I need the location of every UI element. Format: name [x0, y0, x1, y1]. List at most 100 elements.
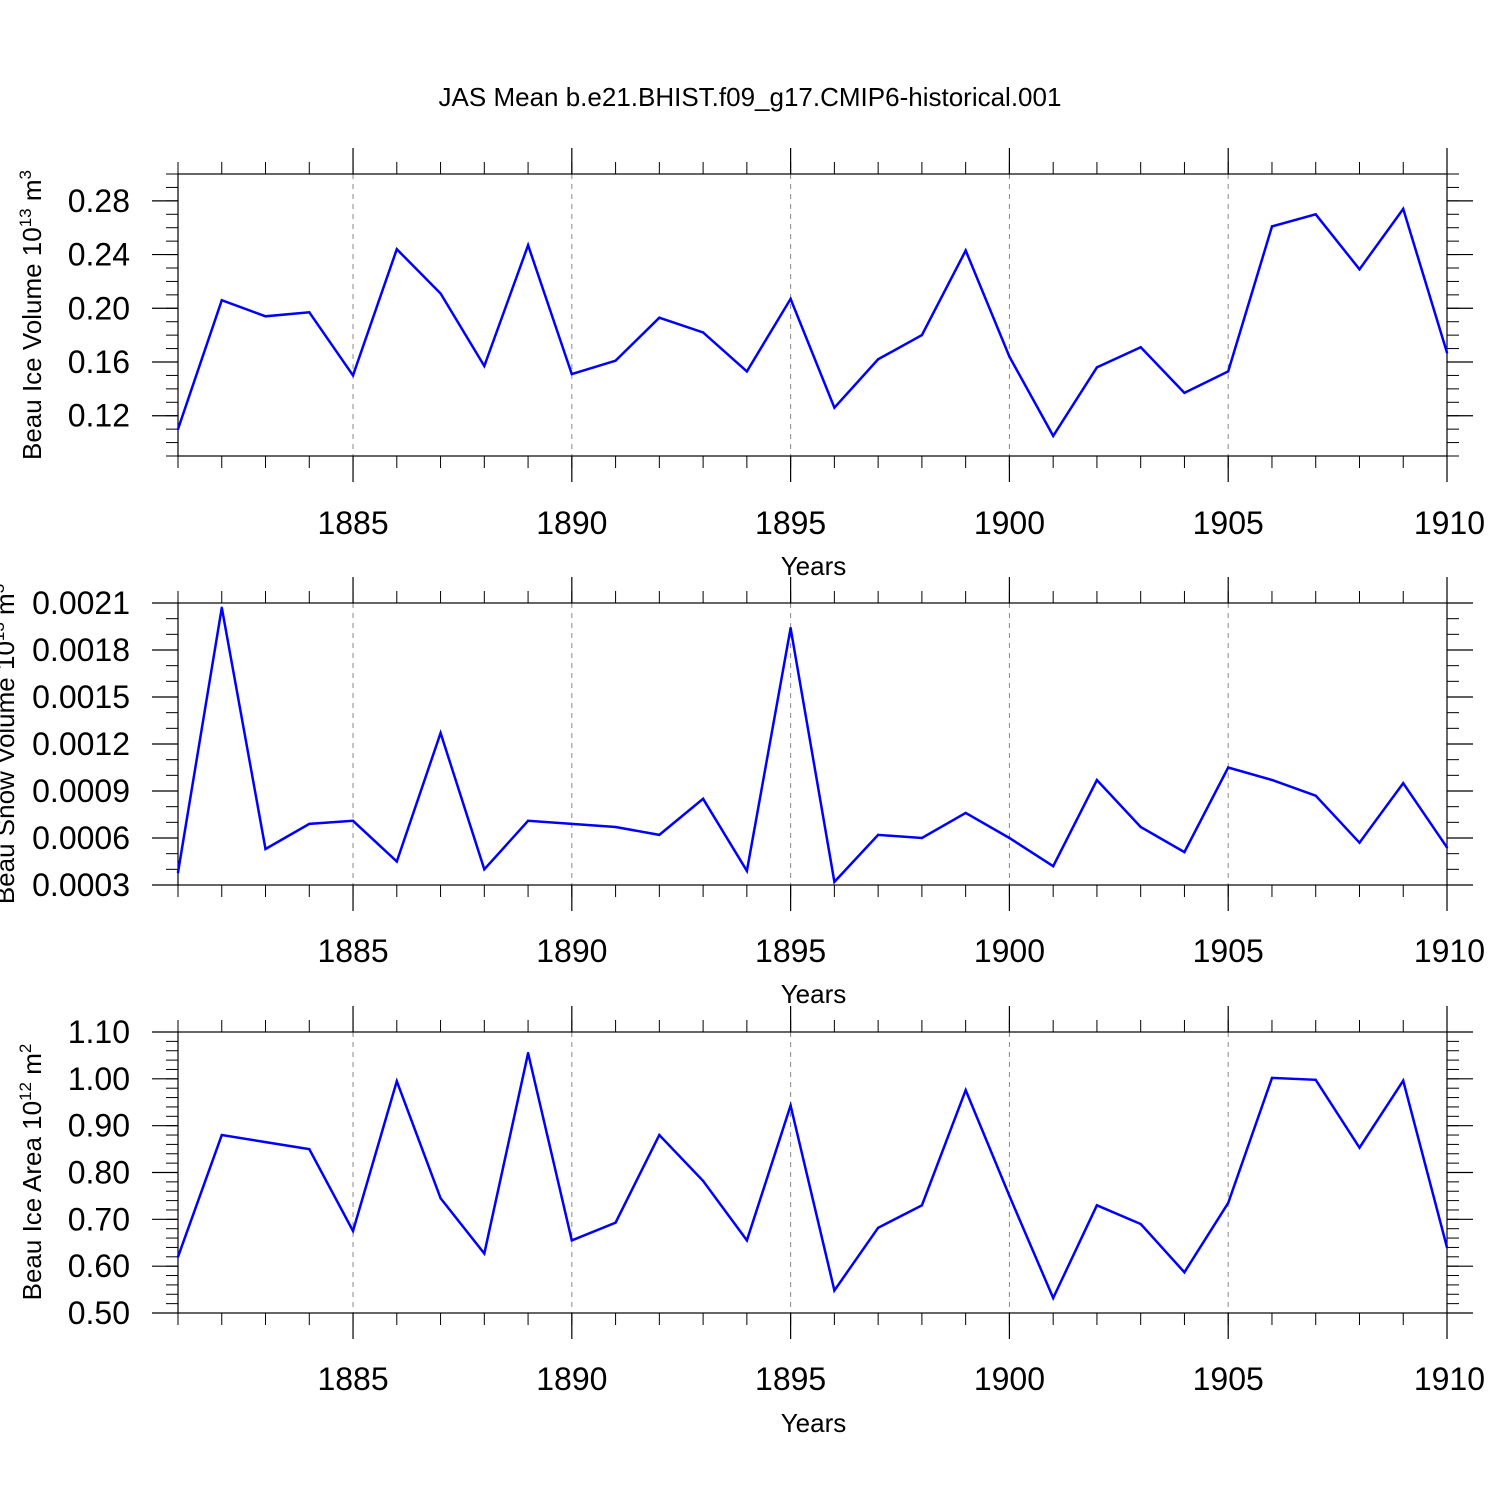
x-tick-label: 1890	[536, 933, 607, 969]
chart-panel-1: 1885 1890 1895 1900 1905 1910 0.12 0.16 0.20 0.24…	[16, 148, 1485, 581]
x-tick-label: 1910	[1414, 933, 1485, 969]
data-point	[176, 1255, 180, 1259]
data-point	[1139, 346, 1142, 349]
data-point	[1227, 1201, 1230, 1205]
data-point	[1402, 207, 1405, 211]
x-tick-label: 1900	[974, 1361, 1045, 1397]
y-tick-label: 0.0015	[32, 679, 130, 715]
x-tick-label: 1895	[755, 1361, 826, 1397]
data-point	[1183, 850, 1186, 854]
data-point	[920, 836, 924, 840]
data-point	[1051, 434, 1055, 438]
x-tick-label: 1890	[536, 1361, 607, 1397]
data-point	[964, 1088, 967, 1092]
data-point	[483, 364, 486, 368]
x-axis-title: Years	[781, 551, 847, 581]
data-point	[264, 847, 267, 851]
data-point	[439, 292, 442, 295]
data-point	[1008, 355, 1011, 358]
data-point	[1139, 1222, 1142, 1226]
x-tick-label: 1905	[1193, 505, 1264, 541]
data-point	[701, 1179, 705, 1183]
y-tick-label: 0.16	[68, 344, 130, 380]
y-tick-label: 0.0009	[32, 773, 130, 809]
data-point	[220, 606, 223, 609]
data-point	[701, 331, 705, 334]
data-point	[1270, 225, 1274, 228]
data-point	[920, 333, 924, 337]
data-point	[789, 1104, 792, 1107]
data-point	[1358, 268, 1361, 271]
y-tick-label: 0.70	[68, 1201, 130, 1237]
data-point	[1227, 370, 1230, 373]
series-line	[176, 1052, 1449, 1302]
y-tick-label: 0.0003	[32, 867, 130, 903]
data-point	[1402, 1079, 1405, 1082]
data-point	[1270, 1076, 1274, 1080]
data-point	[658, 1133, 661, 1137]
chart-panel-3: 1885 1890 1895 1900 1905 1910 0.50 0.60 0.70 0.80…	[16, 1006, 1485, 1438]
data-point	[570, 1239, 574, 1242]
series-line	[176, 607, 1449, 885]
y-tick-label: 1.00	[68, 1061, 130, 1097]
x-tick-label: 1895	[755, 933, 826, 969]
y-tick-label: 0.12	[68, 398, 130, 434]
data-point	[526, 819, 530, 822]
x-tick-label: 1885	[317, 933, 388, 969]
y-axis-title: Beau Snow Volume 1013 m3	[0, 584, 20, 904]
plot-frame	[177, 602, 1448, 886]
plot-frame	[177, 173, 1448, 457]
data-point	[439, 731, 442, 735]
data-point	[614, 359, 617, 362]
data-point	[920, 1204, 924, 1207]
data-point	[1183, 391, 1186, 395]
x-tick-label: 1900	[974, 933, 1045, 969]
data-point	[614, 1221, 617, 1224]
x-tick-label: 1905	[1193, 1361, 1264, 1397]
data-point	[833, 880, 836, 884]
data-point	[1358, 1146, 1361, 1149]
data-point	[264, 315, 267, 318]
data-point	[439, 1197, 442, 1200]
data-point	[1358, 841, 1361, 844]
x-axis-title: Years	[781, 979, 847, 1009]
y-tick-label: 0.0021	[32, 585, 130, 621]
data-point	[1051, 1296, 1055, 1300]
data-point	[1051, 865, 1055, 868]
data-point	[1270, 778, 1274, 782]
data-point	[176, 427, 180, 431]
data-point	[833, 1289, 836, 1292]
data-point	[526, 243, 530, 247]
data-point	[745, 370, 749, 373]
data-point	[395, 1079, 398, 1083]
data-point	[964, 249, 967, 252]
data-point	[876, 358, 880, 361]
data-point	[1445, 846, 1449, 849]
x-tick-label: 1910	[1414, 505, 1485, 541]
data-point	[526, 1051, 530, 1055]
data-point	[395, 248, 398, 251]
data-point	[1139, 825, 1142, 829]
plot-frame	[177, 1031, 1448, 1314]
data-point	[745, 1239, 749, 1242]
data-point	[1008, 1194, 1011, 1198]
y-tick-label: 0.24	[68, 237, 130, 273]
data-point	[220, 1133, 223, 1137]
y-tick-label: 0.20	[68, 290, 130, 326]
data-point	[351, 374, 355, 377]
data-point	[833, 406, 836, 409]
x-tick-label: 1910	[1414, 1361, 1485, 1397]
data-point	[308, 311, 311, 314]
data-point	[264, 1140, 267, 1144]
data-point	[1314, 794, 1317, 797]
y-tick-label: 0.90	[68, 1108, 130, 1144]
series-line	[176, 206, 1449, 439]
y-axis-title: Beau Ice Volume 1013 m3	[16, 170, 47, 460]
x-tick-label: 1905	[1193, 933, 1264, 969]
data-point	[1095, 1204, 1099, 1207]
data-point	[1095, 366, 1099, 369]
data-point	[483, 868, 486, 871]
data-point	[789, 297, 792, 301]
data-point	[308, 822, 311, 826]
data-point	[876, 833, 880, 837]
